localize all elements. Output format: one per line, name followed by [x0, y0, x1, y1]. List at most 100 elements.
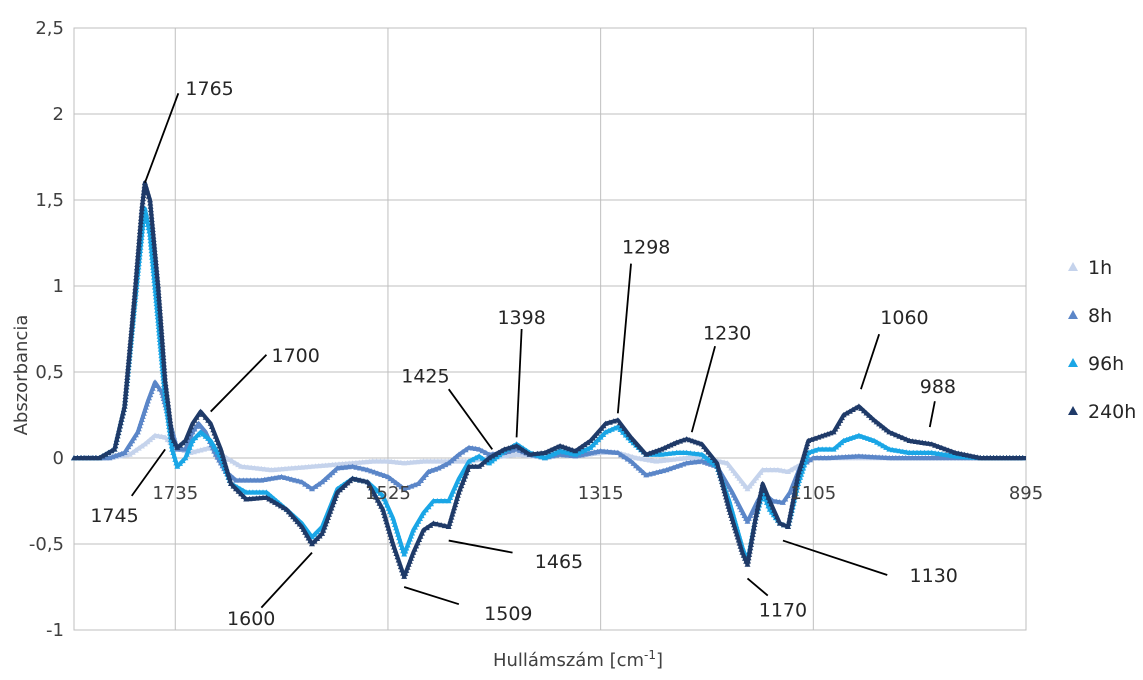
data-point — [614, 449, 621, 455]
legend-label: 8h — [1088, 305, 1112, 327]
data-point — [219, 452, 226, 458]
data-point — [130, 301, 137, 307]
data-point — [404, 542, 411, 548]
data-point — [793, 481, 800, 488]
data-point — [404, 564, 411, 570]
data-point — [420, 474, 427, 480]
data-point — [113, 436, 120, 442]
data-point — [136, 232, 143, 238]
data-point — [380, 509, 387, 515]
data-point — [130, 307, 137, 313]
data-point — [724, 500, 731, 506]
data-point — [705, 449, 712, 455]
data-point — [746, 483, 753, 489]
data-point — [751, 521, 758, 527]
data-point — [193, 423, 200, 429]
data-point — [226, 474, 233, 480]
data-point — [498, 448, 505, 454]
data-point — [463, 470, 470, 476]
data-point — [390, 541, 396, 547]
data-point — [396, 534, 403, 541]
y-tick-label: 1,5 — [35, 190, 64, 211]
data-point — [230, 483, 237, 489]
leader-line — [690, 345, 716, 433]
data-point — [191, 426, 198, 432]
data-point — [111, 446, 118, 452]
data-point — [120, 406, 127, 412]
data-point — [405, 561, 412, 567]
data-point — [182, 437, 189, 443]
data-point — [423, 524, 430, 531]
data-point — [374, 470, 381, 476]
data-point — [134, 429, 141, 435]
data-point — [129, 449, 136, 455]
data-point — [160, 351, 167, 357]
data-point — [189, 429, 196, 435]
data-point — [156, 305, 163, 311]
data-point — [785, 468, 791, 474]
data-point — [411, 546, 418, 552]
data-point — [163, 391, 170, 397]
data-point — [171, 453, 178, 459]
annotation-layer: 1765 1700 1745 1600 1509 1465 1425 1398 1298 1230… — [90, 78, 958, 630]
data-point — [115, 429, 122, 436]
data-point — [794, 475, 801, 481]
data-point — [240, 487, 247, 493]
data-point — [802, 447, 809, 453]
y-tick-label: 0 — [53, 448, 64, 469]
data-point — [102, 451, 109, 457]
data-point — [326, 511, 333, 517]
leader-line — [515, 328, 523, 438]
data-point — [134, 258, 141, 264]
data-point — [455, 451, 462, 457]
data-point — [118, 416, 125, 422]
data-point — [417, 515, 423, 521]
data-point — [658, 446, 665, 452]
data-point — [876, 421, 883, 427]
data-point — [389, 537, 396, 544]
data-point — [1019, 455, 1026, 461]
data-point — [750, 528, 757, 534]
data-point — [147, 203, 154, 209]
data-point — [420, 527, 427, 533]
data-point — [157, 309, 163, 315]
data-point — [128, 323, 135, 329]
data-point — [945, 447, 952, 453]
data-point — [874, 439, 881, 445]
plot-frame — [73, 27, 1027, 631]
data-point — [163, 384, 169, 390]
grid — [73, 27, 1027, 631]
data-point — [621, 425, 628, 431]
data-point — [138, 212, 145, 218]
annotation-988: 988 — [920, 376, 956, 428]
data-point — [169, 446, 176, 452]
data-point — [430, 520, 437, 526]
data-point — [736, 540, 743, 546]
data-point — [445, 498, 452, 504]
data-point — [780, 522, 787, 528]
data-point — [131, 435, 137, 441]
data-point — [459, 449, 466, 455]
data-point — [151, 240, 157, 246]
data-point — [517, 451, 524, 458]
data-point — [138, 205, 145, 211]
data-point — [725, 503, 732, 509]
data-point — [138, 443, 145, 449]
data-point — [325, 514, 331, 520]
data-point — [486, 455, 493, 461]
data-point — [855, 403, 862, 409]
data-point — [749, 531, 756, 537]
data-point — [399, 544, 406, 550]
data-point — [155, 289, 162, 295]
data-point — [125, 443, 132, 450]
leader-line — [782, 539, 888, 576]
data-point — [715, 466, 722, 472]
data-point — [150, 236, 157, 242]
data-point — [786, 517, 793, 523]
data-point — [369, 458, 376, 464]
data-point — [137, 419, 144, 426]
annotation-1170: 1170 — [746, 577, 807, 621]
x-tick-label: 1315 — [578, 483, 624, 504]
data-point — [135, 242, 142, 248]
data-point — [584, 439, 591, 446]
